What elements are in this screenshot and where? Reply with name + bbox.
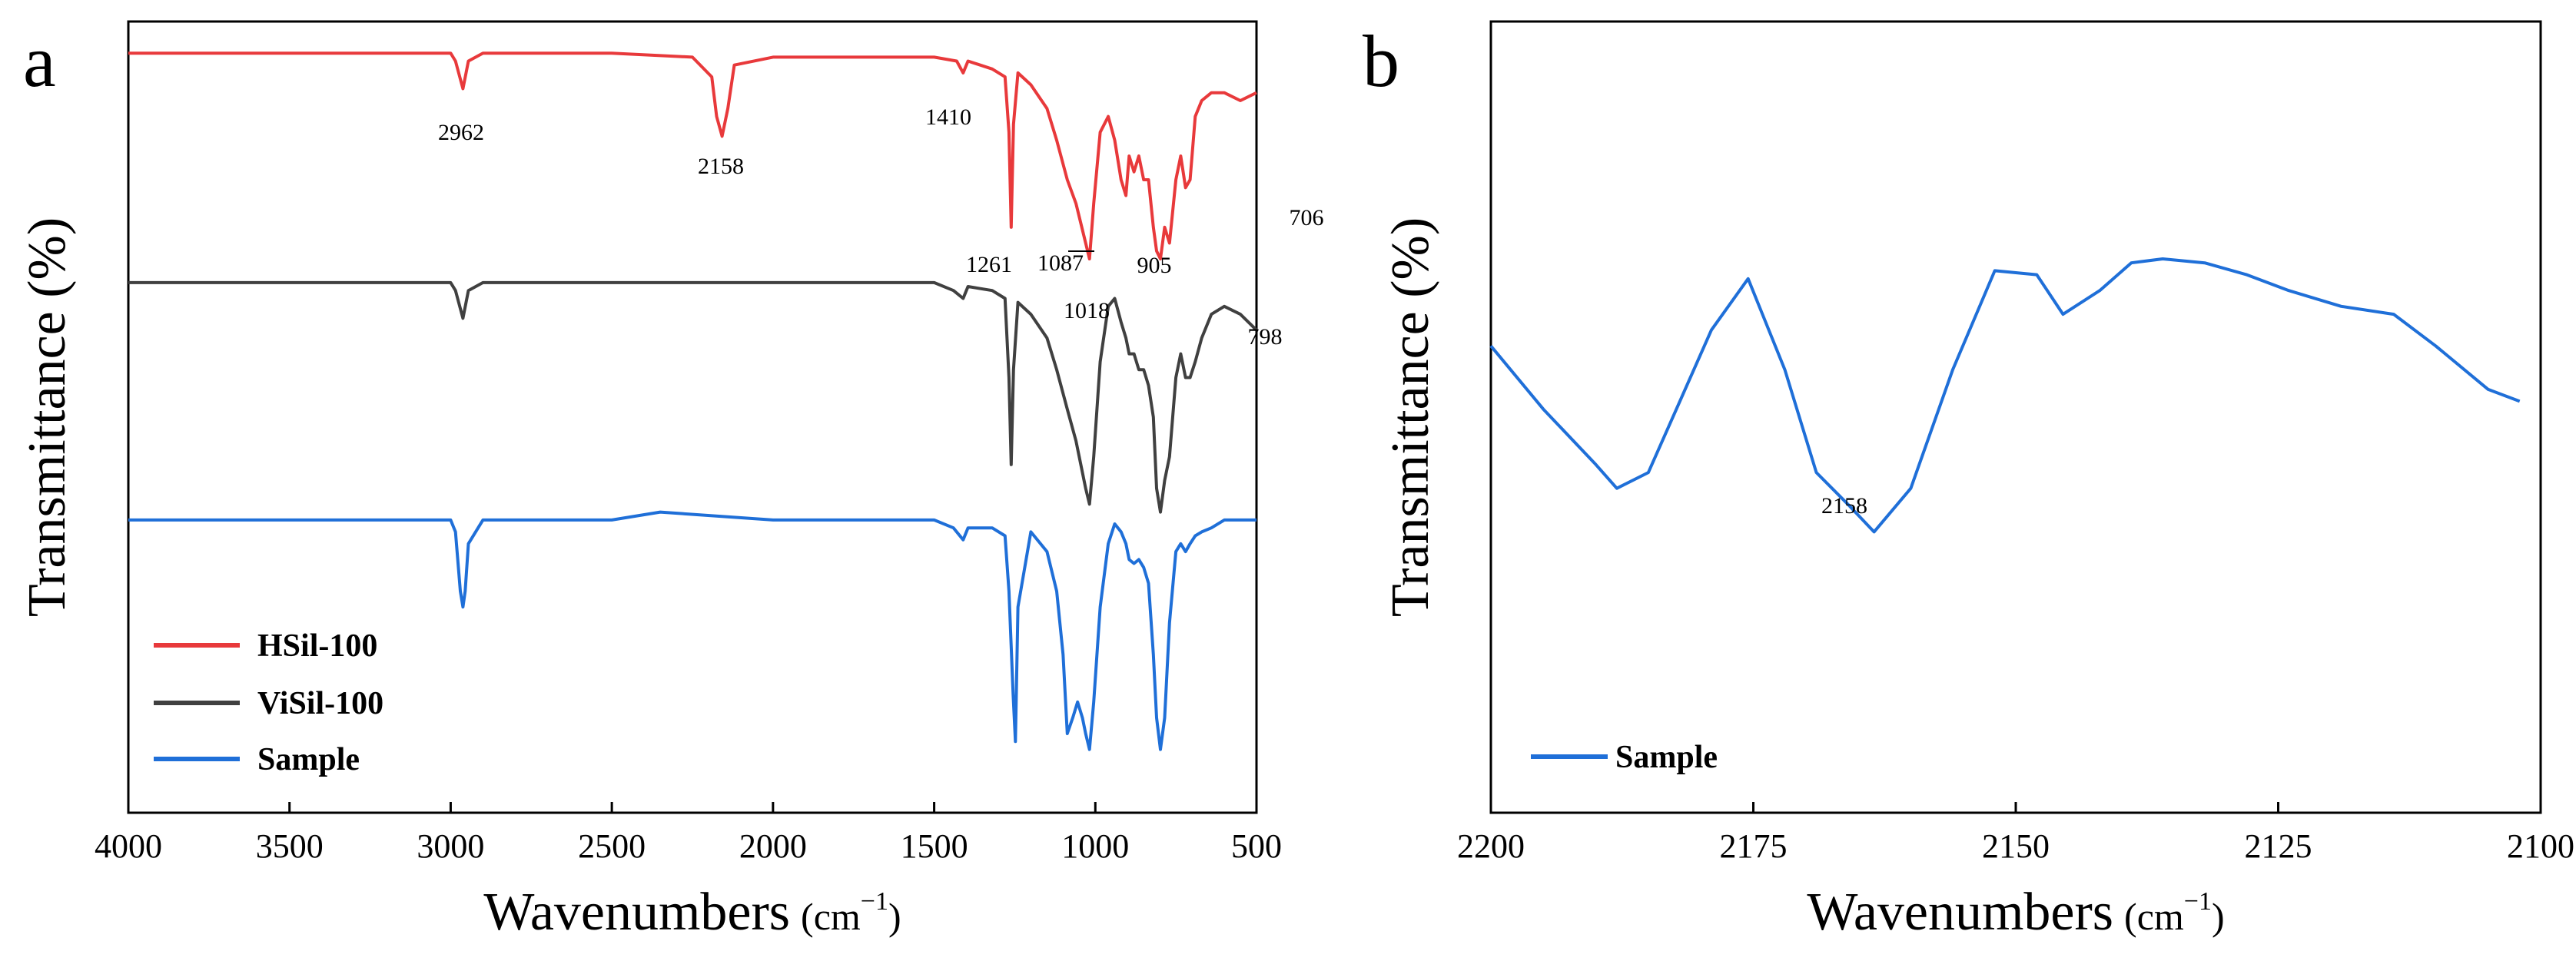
panel-a-y-axis-title: Transmittance (%) [18,217,77,617]
legend-label-visil-100: ViSil-100 [257,686,383,721]
panel-b: b 2200 2175 2150 2125 2100 2158 Sample Waven… [1363,20,2574,942]
panel-a-x-unit-open: ( [801,895,814,938]
panel-b-letter: b [1363,20,1399,102]
panel-a-annotation-1018: 1018 [1064,298,1110,323]
panel-b-plot-frame [1489,20,2542,814]
panel-a-series-visil-100 [128,280,1258,514]
panel-a-letter: a [23,20,56,102]
panel-a-x-unit-base: cm [814,895,861,938]
panel-b-x-axis-title: Wavenumbers (cm−1) [1807,883,2224,942]
panel-b-x-ticks: 2200 2175 2150 2125 2100 [1457,802,2574,865]
panel-a-x-tick-label-2000: 2000 [739,827,807,865]
panel-a-x-unit-close: ) [888,895,901,938]
panel-a-x-ticks: 4000 3500 3000 2500 2000 1500 1000 500 [95,802,1282,865]
legend-label-sample: Sample [257,742,360,777]
panel-b-x-unit-close: ) [2212,895,2225,938]
panel-a-series-sample [128,510,1256,751]
panel-a-series-group [128,51,1258,751]
panel-b-x-tick-label-2175: 2175 [1720,827,1788,865]
panel-a-annotation-905: 905 [1137,253,1172,278]
legend-label-hsil-100: HSil-100 [257,628,377,664]
panel-a-plot-frame [127,20,1258,814]
panel-b-x-axis-word: Wavenumbers [1807,883,2113,942]
panel-a-x-tick-label-3500: 3500 [256,827,324,865]
panel-b-series-group [1489,257,2521,534]
panel-a-annotation-1410: 1410 [925,104,971,130]
panel-b-x-tick-label-2100: 2100 [2507,827,2574,865]
panel-a-annotation-1087: 1087 [1037,250,1084,276]
panel-a-annotation-706: 706 [1290,205,1324,230]
panel-a-x-tick-label-1000: 1000 [1061,827,1129,865]
panel-b-x-unit-exp: −1 [2184,887,2212,916]
panel-b-legend: Sample [1531,740,1718,775]
panel-a-x-tick-label-3000: 3000 [417,827,484,865]
panel-a-x-unit-exp: −1 [861,887,888,916]
panel-b-y-axis-title: Transmittance (%) [1381,217,1440,617]
panel-a-x-tick-label-4000: 4000 [95,827,162,865]
panel-b-x-tick-label-2200: 2200 [1457,827,1525,865]
panel-b-series-sample [1489,257,2521,534]
panel-a-x-tick-label-1500: 1500 [901,827,968,865]
panel-a-x-tick-label-500: 500 [1231,827,1282,865]
panel-a: a 4000 3500 3000 2500 2000 1500 1000 500 2962 2… [18,20,1324,942]
panel-b-x-unit-open: ( [2124,895,2137,938]
panel-a-x-tick-label-2500: 2500 [578,827,646,865]
panel-a-annotation-1261: 1261 [966,252,1012,277]
panel-a-series-hsil-100 [128,51,1257,260]
panel-a-legend: HSil-100 ViSil-100 Sample [154,628,383,777]
panel-a-annotation-2962: 2962 [438,120,484,145]
panel-a-x-axis-title: Wavenumbers (cm−1) [483,883,901,942]
panel-b-x-tick-label-2150: 2150 [1982,827,2050,865]
panel-a-x-axis-word: Wavenumbers [483,883,790,942]
legend-label-sample-b: Sample [1615,740,1718,775]
panel-a-annotation-2158: 2158 [698,154,744,179]
panel-a-annotation-798: 798 [1248,324,1283,350]
panel-b-x-tick-label-2125: 2125 [2245,827,2312,865]
panel-b-annotation-2158: 2158 [1821,493,1867,519]
panel-b-x-unit-base: cm [2137,895,2184,938]
